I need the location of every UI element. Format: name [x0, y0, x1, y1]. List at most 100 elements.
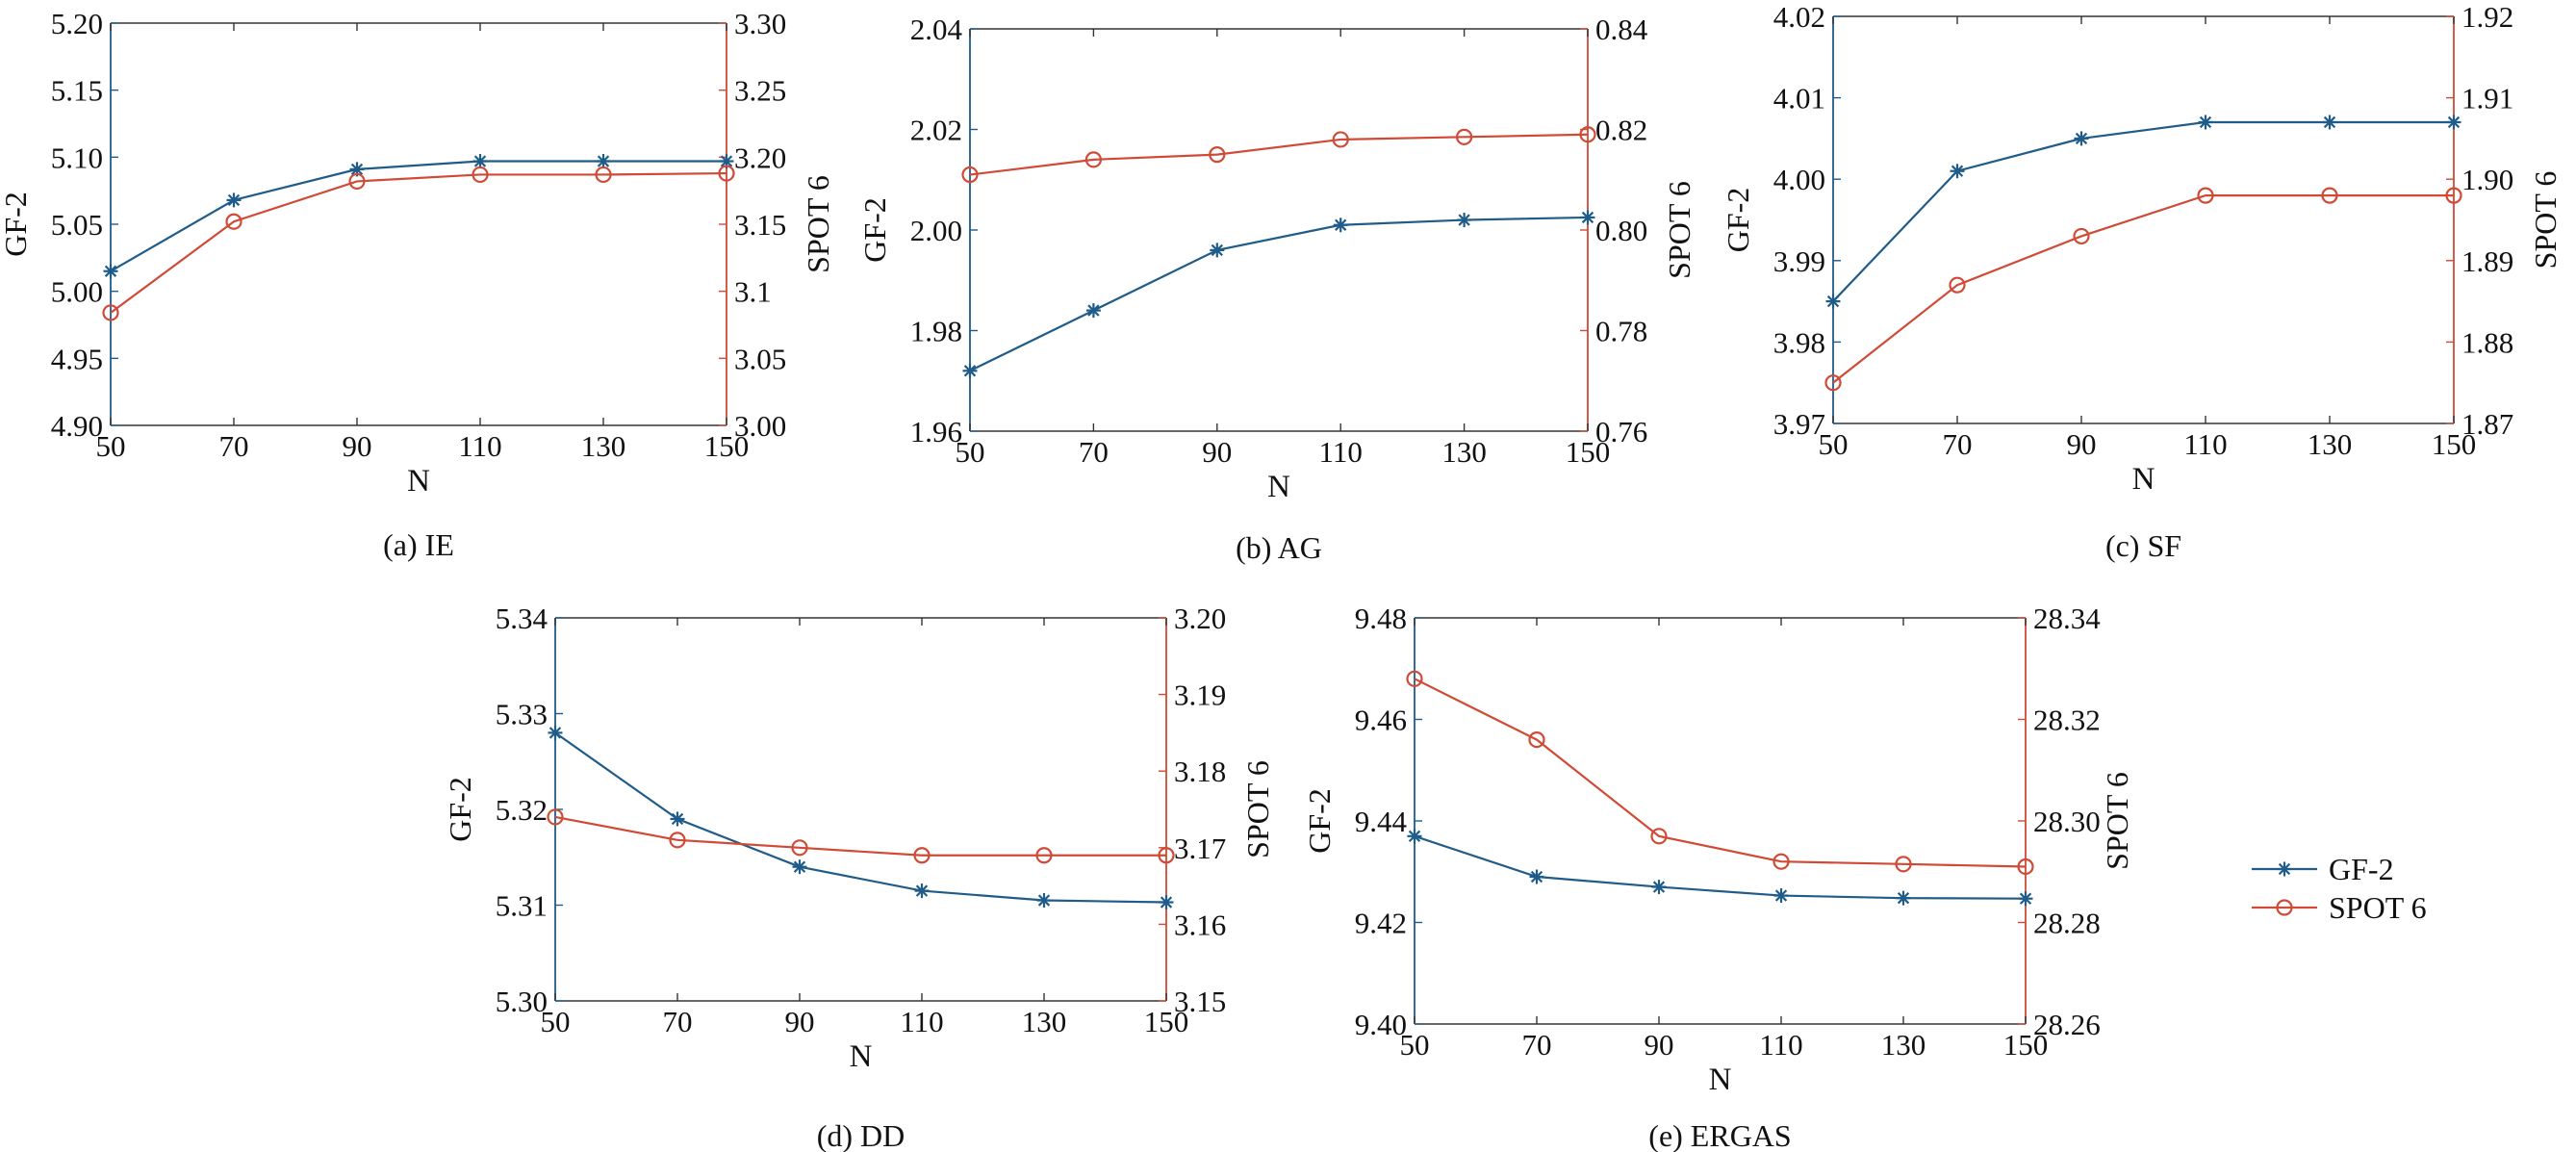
y-left-tick-label: 9.48 — [1355, 602, 1407, 635]
y-right-tick-label: 3.1 — [734, 275, 772, 309]
spot6-data-point — [225, 213, 242, 230]
gf2-data-point — [596, 154, 611, 169]
y-right-tick-label: 3.20 — [734, 141, 786, 174]
x-axis-title: N — [2132, 462, 2155, 497]
spot6-data-point — [669, 832, 686, 849]
panel-caption: (b) AG — [1236, 530, 1322, 565]
spot6-data-point — [2197, 187, 2214, 204]
y-right-tick-label: 3.25 — [734, 74, 786, 108]
gf2-data-point — [2446, 115, 2461, 130]
gf2-data-point — [1457, 213, 1472, 228]
x-tick-label: 90 — [2067, 427, 2097, 461]
x-tick-label: 50 — [1400, 1028, 1430, 1062]
spot6-series-line — [554, 815, 1166, 857]
spot6-data-point — [791, 839, 808, 857]
gf2-data-point — [1950, 164, 1965, 179]
spot6-data-point — [1773, 853, 1790, 870]
gf2-data-point — [1159, 895, 1174, 910]
x-tick-label: 70 — [1079, 435, 1109, 469]
x-tick-label: 150 — [1566, 435, 1611, 469]
legend: GF-2 SPOT 6 — [2252, 852, 2427, 925]
gf2-series-line — [554, 731, 1167, 904]
gf2-data-point — [1210, 243, 1225, 258]
spot6-data-point — [2321, 187, 2338, 204]
y-right-tick-label: 28.26 — [2033, 1008, 2101, 1041]
x-tick-label: 110 — [900, 1005, 943, 1038]
y-left-tick-label: 4.90 — [51, 409, 103, 443]
spot6-data-point — [1895, 856, 1912, 873]
x-tick-label: 150 — [1144, 1005, 1189, 1038]
gf2-data-point — [792, 859, 807, 875]
spot6-data-point — [1035, 847, 1053, 864]
gf2-data-point — [914, 883, 930, 899]
y-right-axis-title: SPOT 6 — [2528, 171, 2563, 269]
y-left-axis-title: GF-2 — [857, 197, 892, 263]
y-left-tick-label: 9.46 — [1355, 704, 1407, 737]
y-left-axis-title: GF-2 — [1302, 788, 1337, 854]
spot6-data-point — [1158, 847, 1175, 864]
gf2-data-point — [2322, 115, 2337, 130]
y-right-tick-label: 3.30 — [734, 7, 786, 40]
y-left-tick-label: 3.97 — [1773, 407, 1825, 441]
x-tick-label: 130 — [581, 429, 626, 463]
x-tick-label: 90 — [343, 429, 372, 463]
y-left-tick-label: 5.20 — [51, 7, 103, 40]
panel-caption: (a) IE — [383, 527, 454, 562]
y-right-axis-title: SPOT 6 — [1662, 181, 1696, 279]
x-axis-title: N — [1267, 470, 1290, 504]
y-right-tick-label: 1.88 — [2461, 325, 2513, 359]
y-right-tick-label: 3.15 — [734, 208, 786, 242]
spot6-data-point — [1406, 670, 1423, 687]
x-tick-label: 90 — [1202, 435, 1232, 469]
spot6-data-point — [1209, 146, 1226, 164]
y-right-tick-label: 3.00 — [734, 409, 786, 443]
gf2-data-point — [670, 811, 685, 827]
x-tick-label: 50 — [541, 1005, 571, 1038]
x-tick-label: 150 — [2432, 427, 2477, 461]
spot6-data-point — [1650, 828, 1668, 845]
spot6-data-point — [1579, 126, 1596, 143]
gf2-data-point — [1896, 890, 1911, 906]
y-left-tick-label: 9.40 — [1355, 1008, 1407, 1041]
spot6-data-point — [348, 172, 366, 191]
legend-gf2-label: GF-2 — [2329, 852, 2394, 886]
x-tick-label: 50 — [1819, 427, 1849, 461]
spot6-data-point — [718, 165, 735, 182]
panel-caption: (c) SF — [2105, 528, 2181, 563]
panel-5: 50 70 90 110 130 150 9.40 9.42 9.44 9.46 9.48 28.26… — [1302, 602, 2134, 1152]
x-tick-label: 110 — [2183, 427, 2227, 461]
y-left-axis-title: GF-2 — [0, 192, 33, 257]
panel-1: 50 70 90 110 130 150 4.90 4.95 5.00 5.05 5.10 5.15 5… — [0, 7, 835, 562]
spot6-data-point — [102, 304, 119, 321]
y-left-tick-label: 5.30 — [496, 985, 548, 1018]
x-tick-label: 110 — [1319, 435, 1363, 469]
panel-caption: (e) ERGAS — [1648, 1118, 1791, 1152]
x-tick-label: 130 — [1022, 1005, 1067, 1038]
y-right-axis-title: SPOT 6 — [801, 175, 835, 273]
x-tick-label: 130 — [1881, 1028, 1926, 1062]
y-right-tick-label: 3.17 — [1174, 832, 1226, 865]
y-left-tick-label: 4.95 — [51, 342, 103, 375]
x-tick-label: 50 — [956, 435, 985, 469]
spot6-data-point — [1455, 128, 1473, 145]
y-left-tick-label: 5.33 — [496, 698, 548, 731]
x-tick-label: 90 — [785, 1005, 815, 1038]
x-tick-label: 110 — [1759, 1028, 1802, 1062]
y-left-tick-label: 5.32 — [496, 793, 548, 827]
y-right-tick-label: 3.16 — [1174, 908, 1226, 941]
gf2-data-point — [962, 363, 978, 378]
spot6-data-point — [547, 808, 564, 826]
x-axis-title: N — [407, 464, 430, 499]
spot6-data-point — [1949, 276, 1966, 294]
x-tick-label: 50 — [96, 429, 126, 463]
gf2-data-point — [103, 264, 118, 279]
y-right-tick-label: 1.87 — [2461, 407, 2513, 441]
x-tick-label: 150 — [704, 429, 750, 463]
y-right-tick-label: 28.32 — [2033, 704, 2101, 737]
spot6-data-point — [2445, 187, 2462, 204]
panel-2: 50 70 90 110 130 150 1.96 1.98 2.00 2.02 2.04 0.76 0… — [857, 13, 1696, 565]
spot6-data-point — [961, 166, 979, 184]
gf2-data-point — [472, 154, 488, 169]
